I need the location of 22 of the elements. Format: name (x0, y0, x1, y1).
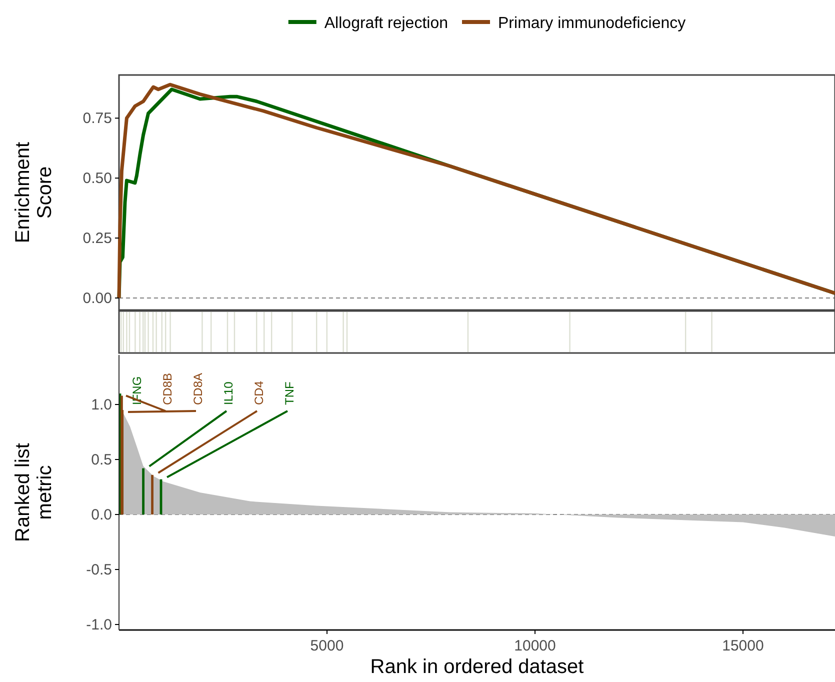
y-tick-label: 0.75 (82, 110, 112, 127)
annotation: IL10 (222, 381, 236, 405)
y-tick-label: 0.0 (91, 506, 112, 524)
annotation: CD4 (252, 380, 266, 405)
y-tick-label: 0.25 (82, 230, 112, 247)
y-axis-title: Enrichment Score (12, 141, 56, 244)
x-axis-title: Rank in ordered dataset (370, 656, 584, 678)
legend-label: Primary immunodeficiency (498, 15, 686, 32)
x-tick-label: 15000 (722, 638, 764, 654)
x-tick-label: 5000 (310, 638, 344, 654)
y-tick-label: 0.00 (82, 290, 112, 307)
y-tick-label: -0.5 (86, 561, 112, 578)
x-tick-label: 10000 (514, 638, 556, 654)
y-tick-label: 1.0 (91, 396, 112, 414)
annotation: TNF (282, 382, 296, 405)
y-axis-title: Ranked list metric (12, 442, 56, 542)
y-tick-label: 0.50 (82, 170, 112, 187)
annotation: CD8B (160, 372, 174, 405)
y-tick-label: -1.0 (86, 616, 112, 634)
y-tick-label: 0.5 (91, 451, 112, 468)
legend-label: Allograft rejection (324, 15, 448, 32)
annotation: CD8A (191, 372, 205, 405)
